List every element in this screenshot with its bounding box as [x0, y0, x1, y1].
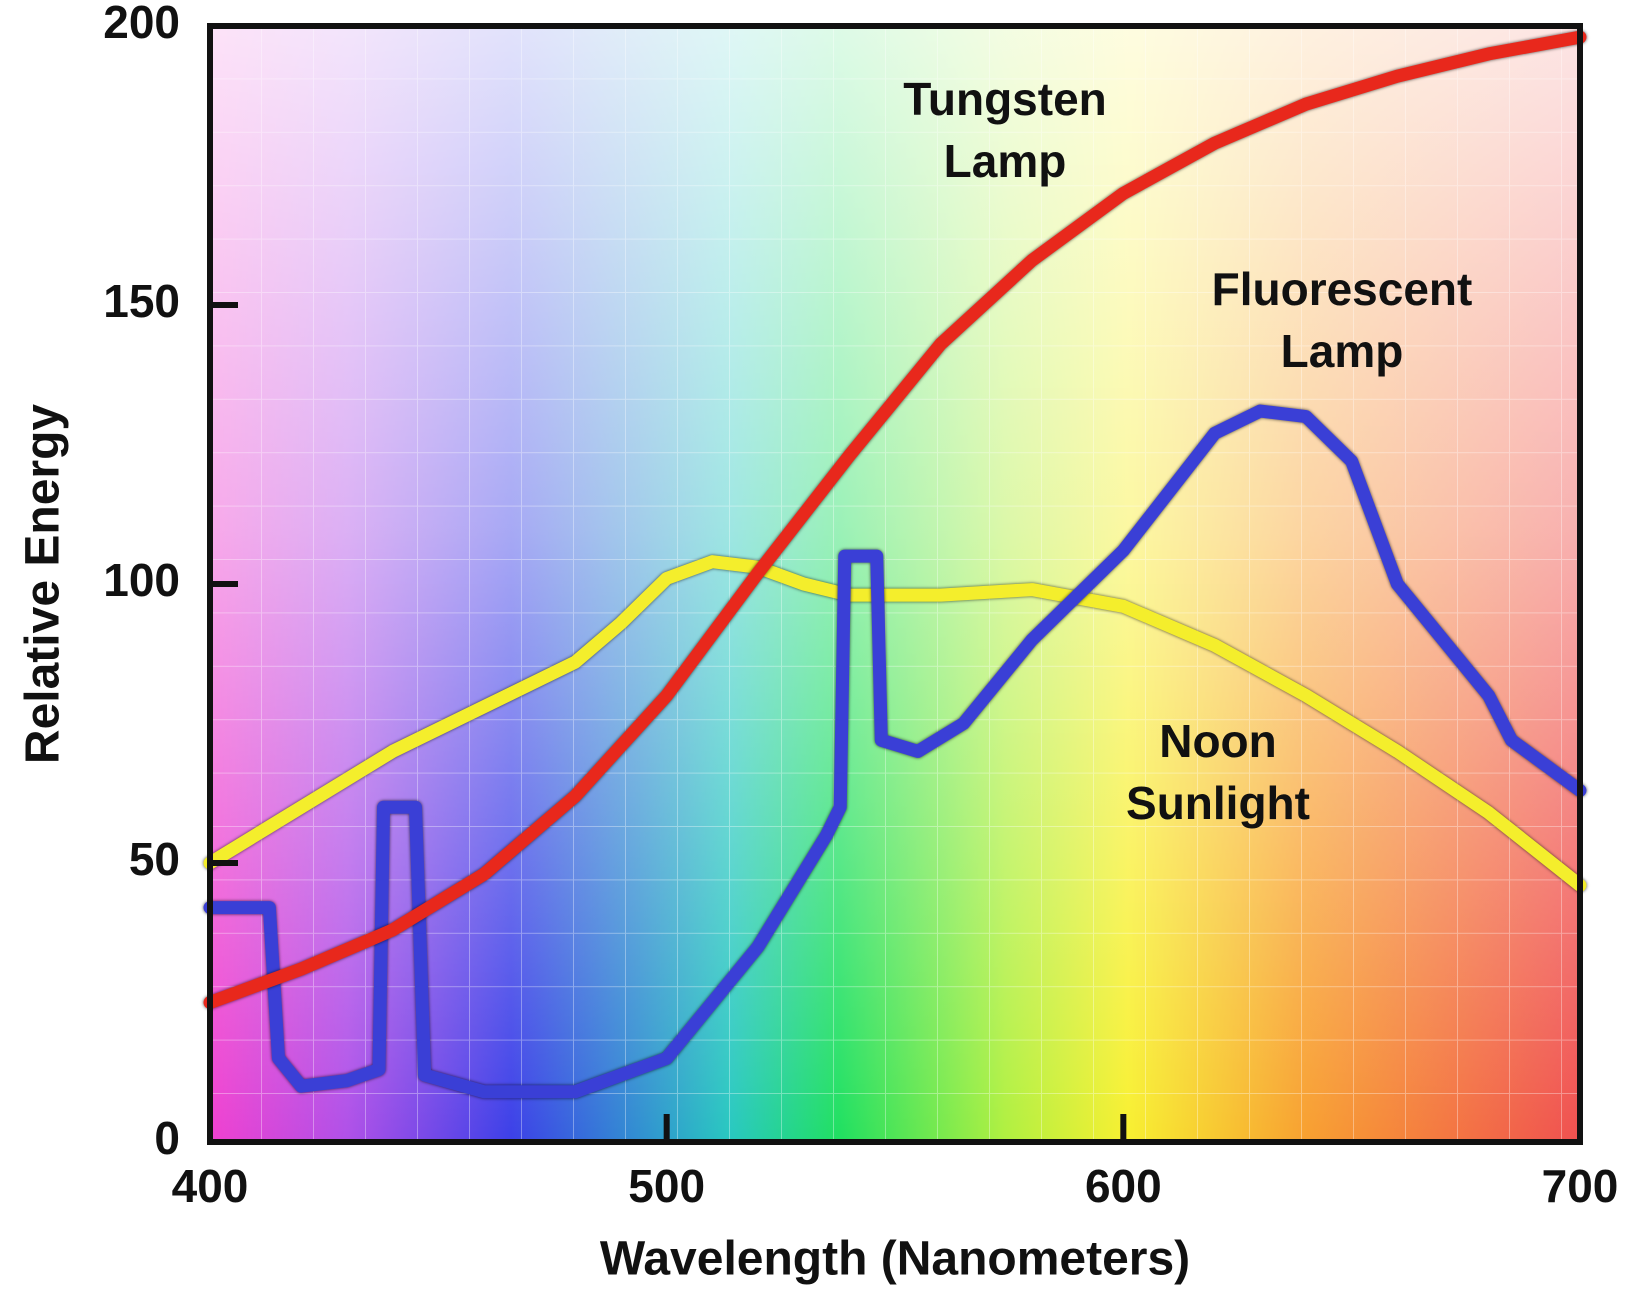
y-tick-label: 200 [103, 0, 180, 48]
series-line [203, 404, 1587, 1099]
x-tick-label: 400 [172, 1160, 249, 1212]
plot-background [210, 26, 1580, 1142]
y-tick-label: 100 [103, 554, 180, 606]
y-axis-label: Relative Energy [17, 404, 70, 764]
annotation: Tungsten [903, 73, 1107, 125]
annotation: Lamp [1281, 325, 1404, 377]
x-tick-label: 600 [1085, 1160, 1162, 1212]
x-axis-label: Wavelength (Nanometers) [600, 1233, 1190, 1286]
annotation: Lamp [944, 135, 1067, 187]
y-tick-label: 50 [129, 833, 180, 885]
y-tick-label: 0 [154, 1112, 180, 1164]
series-line [203, 555, 1587, 892]
annotation: Noon [1159, 715, 1277, 767]
annotation: Fluorescent [1212, 263, 1473, 315]
x-tick-label: 700 [1542, 1160, 1619, 1212]
series-line [203, 30, 1587, 1009]
y-tick-label: 150 [103, 275, 180, 327]
annotation: Sunlight [1126, 777, 1310, 829]
x-tick-label: 500 [628, 1160, 705, 1212]
